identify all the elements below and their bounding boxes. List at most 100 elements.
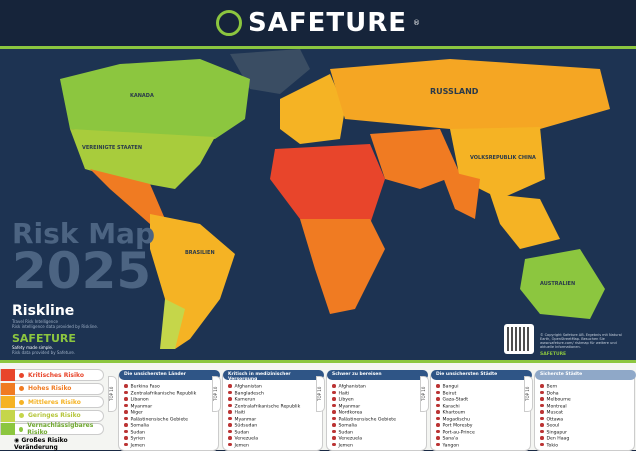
list-item: Niger [124, 410, 196, 417]
africa-north[interactable] [270, 144, 385, 224]
legend-label: Geringes Risiko [28, 412, 81, 419]
list-item: Venezuela [228, 436, 300, 443]
list-item: Afghanistan [332, 384, 396, 391]
safeture-partner-logo: SAFETURE Safety made simple. Risk data p… [12, 332, 76, 355]
title-year: 2025 [12, 242, 152, 300]
header: SAFETURE ® [0, 0, 636, 46]
safeture-name: SAFETURE [12, 332, 76, 345]
riskline-note: Risk intelligence data provided by Riskl… [12, 324, 99, 329]
legend-label: Vernachlässigbares Risiko [27, 422, 94, 436]
panel-title: Kritisch in medizinischer Versorgung [223, 370, 324, 382]
africa-south[interactable] [300, 219, 385, 314]
middle-east[interactable] [370, 129, 460, 189]
list-item: Muscat [540, 410, 571, 417]
list-item: Mogadischu [436, 417, 475, 424]
panel-title: Schwer zu bereisen [327, 370, 428, 380]
list-item: Haiti [332, 391, 396, 398]
top10-panel: TOP 10 Schwer zu bereisen Afghanistan Haiti… [316, 370, 428, 451]
safeture-note: Risk data provided by Safeture. [12, 350, 76, 355]
registered-mark: ® [413, 19, 420, 27]
list-item: Libyen [332, 397, 396, 404]
list-item: Syrien [124, 436, 196, 443]
label-russland: RUSSLAND [430, 87, 479, 96]
list-item: Singapur [540, 430, 571, 437]
panel-list: Afghanistan Bangladesch Kamerun Zentralafri… [228, 384, 301, 450]
list-item: Seoul [540, 423, 571, 430]
country-australia[interactable] [520, 249, 605, 319]
riskline-name: Riskline [12, 303, 75, 319]
list-item: Gaza-Stadt [436, 397, 475, 404]
legend-high: Hohes Risiko [0, 382, 104, 395]
list-item: Südsudan [228, 423, 300, 430]
legend-label: Mittleres Risiko [28, 398, 81, 406]
greenland [230, 49, 310, 94]
list-item: Jemen [228, 443, 300, 450]
list-item: Myanmar [124, 404, 196, 411]
list-item: Libanon [124, 397, 196, 404]
panel-list: Burkina Faso Zentralafrikanische Republik… [124, 384, 197, 450]
southeast-asia[interactable] [490, 194, 560, 249]
qr-code[interactable] [504, 324, 534, 354]
list-item: Ottawa [540, 417, 571, 424]
country-russia[interactable] [330, 59, 610, 129]
list-item: Palästinensische Gebiete [332, 417, 396, 424]
panel-list: Bern Doha Melbourne Montreal Muscat Ottawa Seo… [540, 384, 571, 449]
legend-label: Kritisches Risiko [28, 371, 84, 379]
risk-legend: Kritisches Risiko Hohes Risiko Mittleres… [0, 369, 104, 451]
panel-list: Bangui Beirut Gaza-Stadt Karachi Khartoum Mog… [436, 384, 475, 449]
copyright: © Copyright Safeture AB. Ergebnis mit Na… [540, 333, 630, 357]
map-svg: KANADA VEREINIGTE STAATEN BRASILIEN RUSS… [60, 49, 610, 349]
list-item: Khartoum [436, 410, 475, 417]
bottom-panel: Kritisches Risiko Hohes Risiko Mittleres… [0, 360, 636, 451]
south-america-south[interactable] [160, 299, 185, 349]
riskline-logo: Riskline Travel Risk Intelligence Risk i… [12, 303, 98, 329]
list-item: Karachi [436, 404, 475, 411]
europe[interactable] [280, 74, 345, 144]
top10-panel: TOP 10 Kritisch in medizinischer Versorgu… [212, 370, 324, 451]
legend-label: Hohes Risiko [28, 385, 72, 392]
divider [0, 46, 636, 49]
list-item: Somalia [332, 423, 396, 430]
legend-medium: Mittleres Risiko [0, 396, 104, 408]
list-item: Palästinensische Gebiete [124, 417, 196, 424]
list-item: Nordkorea [332, 410, 396, 417]
list-item: Haiti [228, 410, 300, 417]
list-item: Somalia [124, 423, 196, 430]
country-usa[interactable] [70, 129, 215, 189]
top10-tag: TOP 10 [420, 376, 429, 412]
top10-tag: TOP 10 [524, 376, 533, 412]
top10-tag: TOP 10 [108, 376, 117, 412]
list-item: Tokio [540, 443, 571, 450]
label-usa: VEREINIGTE STAATEN [82, 145, 142, 151]
page-title: Risk Map 2025 [12, 217, 155, 300]
top10-tag: TOP 10 [212, 376, 221, 412]
panel-title: Die unsichersten Länder [119, 370, 220, 380]
list-item: Zentralafrikanische Republik [124, 391, 197, 398]
list-item: Jemen [332, 443, 396, 450]
south-asia[interactable] [440, 169, 480, 219]
list-item: Yangon [436, 443, 475, 450]
top10-tag: TOP 10 [316, 376, 325, 412]
list-item: Jemen [124, 443, 196, 450]
footer-brand: SAFETURE [540, 352, 567, 357]
list-item: Beirut [436, 391, 475, 398]
label-australien: AUSTRALIEN [540, 281, 575, 287]
list-item: Bern [540, 384, 571, 391]
list-item: Sudan [332, 430, 396, 437]
world-map[interactable]: KANADA VEREINIGTE STAATEN BRASILIEN RUSS… [0, 49, 636, 360]
list-item: Afghanistan [228, 384, 300, 391]
safeture-logo-icon [216, 10, 242, 36]
list-item: Kamerun [228, 397, 300, 404]
list-item: Bangui [436, 384, 475, 391]
country-canada[interactable] [60, 59, 250, 139]
top10-panel: TOP 10 Die unsichersten Länder Burkina Fas… [108, 370, 220, 451]
legend-negligible: Vernachlässigbares Risiko [0, 422, 104, 436]
list-item: Bangladesch [228, 391, 300, 398]
list-item: Doha [540, 391, 571, 398]
title-line1: Risk Map [12, 217, 155, 250]
legend-risk-change: ◉ Großes Risiko Veränderung [14, 437, 68, 451]
legend-low: Geringes Risiko [0, 409, 104, 422]
list-item: Sana'a [436, 436, 475, 443]
mexico-central-america[interactable] [90, 169, 165, 224]
list-item: Burkina Faso [124, 384, 196, 391]
